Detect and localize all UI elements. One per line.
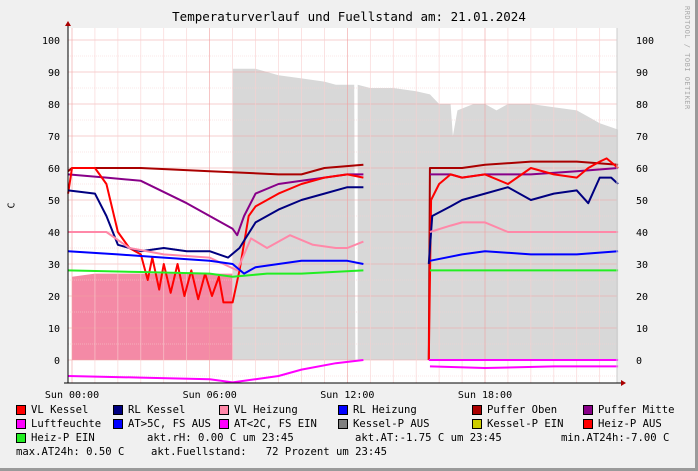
legend-swatch [338, 405, 348, 415]
series-line-vl-heizung [68, 231, 364, 272]
fuellstand-text: akt.Fuellstand: 72 Prozent um 23:45 [151, 446, 387, 458]
y-tick-label-left: 50 [48, 196, 60, 207]
legend-item: Heiz-P AUS [583, 418, 662, 430]
legend-swatch [583, 405, 593, 415]
y-tick-label-left: 90 [48, 68, 60, 79]
y-tick-label-left: 40 [48, 228, 60, 239]
y-tick-label-right: 30 [636, 260, 648, 271]
min-at-text: min.AT24h:-7.00 C [561, 432, 670, 444]
y-tick-label-right: 20 [636, 292, 648, 303]
legend-swatch [113, 405, 123, 415]
legend-label: Heiz-P AUS [598, 418, 662, 430]
legend-label: AT>5C, FS AUS [128, 418, 211, 430]
legend-label: Luftfeuchte [31, 418, 102, 430]
legend-label: Kessel-P AUS [353, 418, 430, 430]
y-tick-label-left: 20 [48, 292, 60, 303]
akt-rh-text: akt.rH: 0.00 C um 23:45 [147, 432, 294, 444]
x-tick-label: Sun 12:00 [320, 390, 374, 400]
y-tick-label-right: 10 [636, 324, 648, 335]
x-tick-label: Sun 00:00 [45, 390, 99, 400]
max-at-text: max.AT24h: 0.50 C [16, 446, 125, 458]
legend-item: Puffer Mitte [583, 404, 675, 416]
y-tick-label-right: 60 [636, 164, 648, 175]
legend-swatch [472, 419, 482, 429]
y-tick-label-right: 80 [636, 100, 648, 111]
x-tick-label: Sun 18:00 [458, 390, 512, 400]
akt-at-text: akt.AT:-1.75 C um 23:45 [355, 432, 502, 444]
legend-item: AT>5C, FS AUS [113, 418, 211, 430]
y-tick-label-right: 70 [636, 132, 648, 143]
series-line-at [68, 359, 364, 384]
legend-swatch [583, 419, 593, 429]
series-line-vl-kessel [67, 167, 364, 304]
y-tick-label-left: 70 [48, 132, 60, 143]
series-line-at [429, 365, 619, 369]
y-tick-label-left: 100 [42, 36, 60, 47]
y-tick-label-left: 60 [48, 164, 60, 175]
legend-swatch [219, 419, 229, 429]
series-line-rl-kessel [67, 186, 364, 259]
y-tick-label-right: 90 [636, 68, 648, 79]
legend-label: RL Kessel [128, 404, 186, 416]
legend-swatch [472, 405, 482, 415]
legend-item: VL Heizung [219, 404, 298, 416]
legend-item: VL Kessel [16, 404, 88, 416]
y-tick-label-right: 40 [636, 228, 648, 239]
legend-label: Puffer Oben [487, 404, 558, 416]
legend-item: Luftfeuchte [16, 418, 101, 430]
x-tick-label: Sun 06:00 [183, 390, 237, 400]
legend-label: AT<2C, FS EIN [234, 418, 317, 430]
y-tick-label-left: 30 [48, 260, 60, 271]
legend-label: VL Kessel [31, 404, 89, 416]
y-tick-label-left: 0 [54, 356, 60, 367]
legend-swatch [219, 405, 229, 415]
legend-item: AT<2C, FS EIN [219, 418, 317, 430]
legend-item: Heiz-P EIN [16, 432, 95, 444]
area-fuellstand [232, 68, 619, 361]
y-tick-label-left: 10 [48, 324, 60, 335]
series-line-rl-heizung [429, 250, 619, 262]
legend-swatch [16, 419, 26, 429]
watermark: RRDTOOL / TOBI OETIKER [683, 6, 691, 110]
legend-label: RL Heizung [353, 404, 417, 416]
y-tick-label-right: 50 [636, 196, 648, 207]
y-tick-label-right: 100 [636, 36, 654, 47]
legend-swatch [16, 433, 26, 443]
legend-swatch [16, 405, 26, 415]
plot-area: 0 0 10 10 20 20 30 30 40 40 50 50 60 60 70 70 80 80 90 90 10… [42, 21, 654, 400]
y-tick-label-right: 0 [636, 356, 642, 367]
y-axis-arrow-icon [65, 21, 71, 26]
legend: VL Kessel RL Kessel VL Heizung RL Heizung Pu… [16, 404, 692, 460]
legend-swatch [338, 419, 348, 429]
chart-title: Temperaturverlauf und Fuellstand am: 21.… [172, 9, 526, 24]
legend-label: Heiz-P EIN [31, 432, 95, 444]
legend-label: Kessel-P EIN [487, 418, 564, 430]
area-heiz-p-aus [72, 273, 233, 360]
legend-item: RL Kessel [113, 404, 185, 416]
legend-item: Kessel-P EIN [472, 418, 564, 430]
series-line-vl-heizung [429, 221, 619, 233]
legend-item: RL Heizung [338, 404, 417, 416]
series-line-puffer-oben [427, 160, 619, 361]
x-axis-arrow-icon [621, 380, 626, 386]
series-line-rl-heizung [68, 250, 364, 275]
legend-item: Puffer Oben [472, 404, 557, 416]
legend-label: Puffer Mitte [598, 404, 675, 416]
series-line-vl-kessel [427, 157, 619, 361]
legend-item: Kessel-P AUS [338, 418, 430, 430]
legend-swatch [113, 419, 123, 429]
y-tick-label-left: 80 [48, 100, 60, 111]
series-line-heiz-p-ein [68, 269, 364, 278]
legend-label: VL Heizung [234, 404, 298, 416]
series-line-rl-kessel [427, 176, 619, 265]
